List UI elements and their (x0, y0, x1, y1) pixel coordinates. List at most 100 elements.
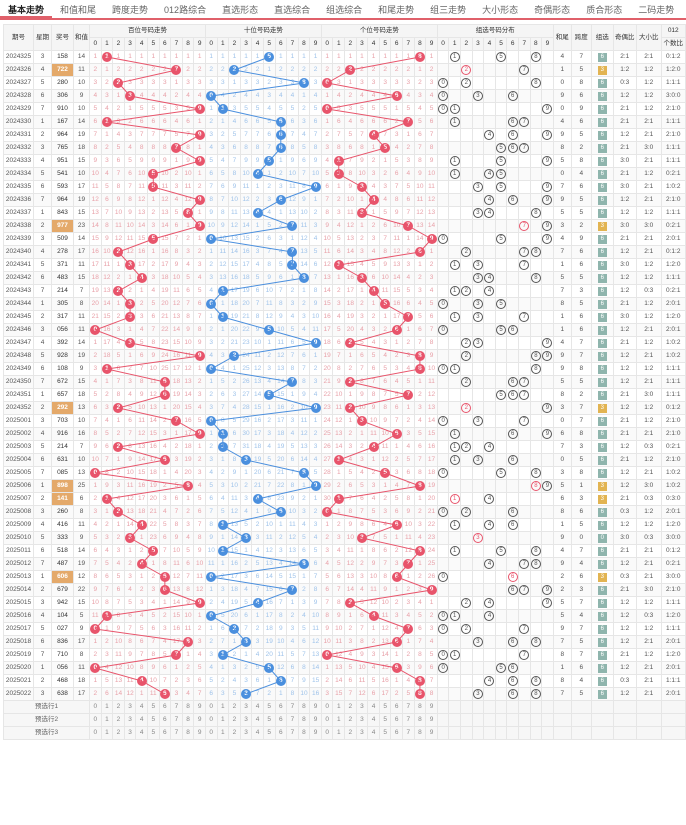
preselect-digit[interactable]: 4 (251, 713, 264, 727)
tab-8[interactable]: 组三走势 (430, 5, 467, 15)
tab-1[interactable]: 和值和尾 (60, 5, 97, 15)
preselect-digit[interactable]: 1 (216, 713, 230, 727)
preselect-digit[interactable]: 7 (286, 700, 299, 714)
preselect-digit[interactable]: 5 (146, 713, 160, 727)
tab-11[interactable]: 质合形态 (586, 5, 623, 15)
preselect-digit[interactable] (529, 700, 543, 714)
preselect-digit[interactable]: 3 (355, 700, 369, 714)
preselect-digit[interactable] (506, 726, 519, 740)
preselect-digit[interactable]: 7 (402, 713, 415, 727)
preselect-digit[interactable] (436, 726, 450, 740)
preselect-digit[interactable] (517, 713, 531, 727)
preselect-digit[interactable]: 2 (228, 700, 241, 714)
tab-10[interactable]: 奇偶形态 (534, 5, 571, 15)
preselect-digit[interactable]: 9 (193, 700, 206, 714)
preselect-digit[interactable]: 3 (123, 726, 137, 740)
preselect-digit[interactable]: 2 (112, 700, 125, 714)
preselect-digit[interactable]: 5 (146, 700, 160, 714)
preselect-digit[interactable] (506, 713, 519, 727)
preselect-digit[interactable] (494, 713, 508, 727)
preselect-digit[interactable]: 1 (100, 726, 114, 740)
preselect-digit[interactable]: 9 (193, 713, 206, 727)
preselect-digit[interactable]: 4 (251, 700, 264, 714)
tab-2[interactable]: 跨度走势 (112, 5, 149, 15)
preselect-digit[interactable] (483, 726, 496, 740)
preselect-digit[interactable]: 6 (158, 700, 172, 714)
preselect-digit[interactable]: 5 (378, 700, 392, 714)
preselect-digit[interactable]: 9 (309, 726, 322, 740)
preselect-digit[interactable]: 4 (367, 700, 380, 714)
preselect-digit[interactable]: 2 (344, 726, 357, 740)
preselect-digit[interactable]: 9 (425, 713, 438, 727)
preselect-digit[interactable] (460, 726, 473, 740)
preselect-digit[interactable]: 7 (170, 700, 183, 714)
preselect-digit[interactable]: 3 (239, 700, 253, 714)
preselect-digit[interactable]: 3 (123, 713, 137, 727)
preselect-digit[interactable]: 1 (332, 713, 346, 727)
tab-6[interactable]: 组选综合 (326, 5, 363, 15)
preselect-digit[interactable]: 2 (344, 700, 357, 714)
preselect-digit[interactable]: 6 (274, 713, 288, 727)
preselect-digit[interactable]: 5 (262, 700, 276, 714)
preselect-digit[interactable]: 7 (170, 726, 183, 740)
preselect-digit[interactable]: 3 (355, 726, 369, 740)
preselect-digit[interactable]: 0 (320, 726, 334, 740)
preselect-digit[interactable]: 6 (274, 700, 288, 714)
preselect-digit[interactable] (494, 700, 508, 714)
preselect-digit[interactable]: 9 (309, 700, 322, 714)
tab-0[interactable]: 基本走势 (0, 0, 53, 18)
preselect-digit[interactable]: 7 (286, 713, 299, 727)
preselect-digit[interactable]: 8 (181, 700, 195, 714)
preselect-digit[interactable]: 8 (297, 700, 311, 714)
preselect-digit[interactable] (460, 700, 473, 714)
preselect-digit[interactable]: 7 (402, 700, 415, 714)
preselect-digit[interactable] (436, 713, 450, 727)
preselect-digit[interactable]: 0 (320, 700, 334, 714)
preselect-digit[interactable] (517, 700, 531, 714)
preselect-row[interactable]: 预选行3 0 1 2 3 4 5 6 7 8 9 0 1 2 3 4 5 6 7 8 9 0 1 2 3 4 5 6 7 8 9 (3, 726, 686, 740)
preselect-digit[interactable] (460, 713, 473, 727)
preselect-digit[interactable]: 3 (239, 726, 253, 740)
preselect-digit[interactable]: 3 (355, 713, 369, 727)
preselect-digit[interactable]: 4 (251, 726, 264, 740)
preselect-digit[interactable]: 0 (89, 713, 102, 727)
preselect-digit[interactable]: 1 (216, 700, 230, 714)
preselect-digit[interactable]: 4 (135, 700, 148, 714)
preselect-digit[interactable]: 0 (204, 700, 218, 714)
tab-5[interactable]: 直选综合 (274, 5, 311, 15)
preselect-digit[interactable]: 1 (100, 700, 114, 714)
preselect-digit[interactable]: 6 (158, 713, 172, 727)
preselect-digit[interactable]: 0 (204, 726, 218, 740)
preselect-digit[interactable] (436, 700, 450, 714)
preselect-digit[interactable]: 1 (332, 726, 346, 740)
preselect-digit[interactable]: 2 (112, 713, 125, 727)
preselect-digit[interactable]: 0 (89, 700, 102, 714)
preselect-digit[interactable]: 9 (193, 726, 206, 740)
preselect-digit[interactable]: 2 (228, 726, 241, 740)
preselect-digit[interactable]: 8 (181, 713, 195, 727)
preselect-digit[interactable] (541, 726, 554, 740)
preselect-digit[interactable]: 0 (89, 726, 102, 740)
preselect-digit[interactable]: 5 (378, 713, 392, 727)
tab-13[interactable]: 百位 (682, 0, 686, 18)
preselect-row[interactable]: 预选行1 0 1 2 3 4 5 6 7 8 9 0 1 2 3 4 5 6 7 8 9 0 1 2 3 4 5 6 7 8 9 (3, 700, 686, 714)
preselect-digit[interactable]: 6 (390, 726, 404, 740)
preselect-digit[interactable]: 7 (402, 726, 415, 740)
preselect-digit[interactable]: 5 (378, 726, 392, 740)
preselect-digit[interactable] (448, 700, 461, 714)
preselect-digit[interactable]: 1 (100, 713, 114, 727)
preselect-digit[interactable]: 8 (413, 713, 427, 727)
preselect-digit[interactable] (517, 726, 531, 740)
preselect-digit[interactable]: 2 (344, 713, 357, 727)
preselect-digit[interactable]: 9 (425, 700, 438, 714)
preselect-digit[interactable]: 4 (367, 726, 380, 740)
tab-7[interactable]: 和尾走势 (378, 5, 415, 15)
preselect-digit[interactable]: 9 (425, 726, 438, 740)
preselect-digit[interactable] (471, 700, 485, 714)
preselect-digit[interactable]: 9 (309, 713, 322, 727)
preselect-digit[interactable]: 4 (135, 713, 148, 727)
preselect-digit[interactable] (448, 713, 461, 727)
preselect-digit[interactable] (541, 713, 554, 727)
preselect-digit[interactable]: 4 (135, 726, 148, 740)
preselect-digit[interactable] (529, 713, 543, 727)
